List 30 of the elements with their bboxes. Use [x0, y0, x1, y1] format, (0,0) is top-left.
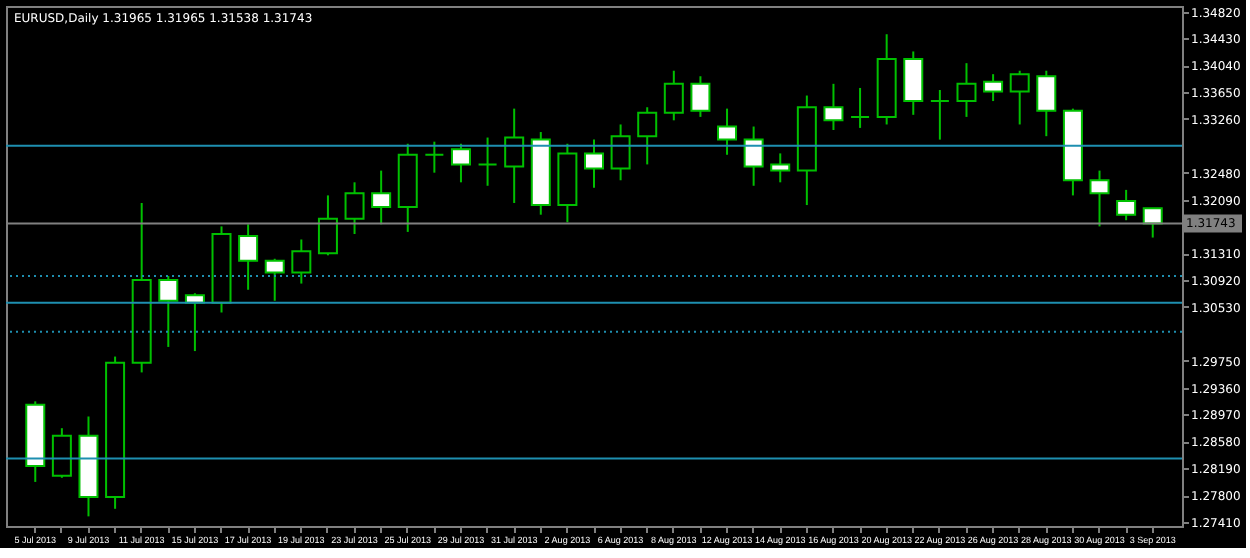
candlestick: [584, 138, 604, 189]
candlestick: [238, 223, 259, 291]
candlestick: [690, 75, 711, 118]
candlestick: [743, 125, 764, 187]
candlestick: [264, 257, 285, 302]
candlestick: [717, 107, 738, 156]
candlestick: [637, 106, 658, 166]
candlestick: [371, 169, 392, 226]
candlestick: [1009, 69, 1030, 126]
candlestick: [317, 194, 338, 257]
candlestick: [770, 152, 791, 184]
candlestick: [51, 427, 72, 479]
candlestick: [291, 238, 312, 285]
candlestick: [983, 73, 1004, 103]
candlestick: [1089, 169, 1110, 228]
candlestick: [823, 82, 844, 131]
candlestick: [158, 274, 179, 348]
candlestick: [424, 140, 445, 174]
candlestick: [504, 107, 525, 204]
candlestick: [610, 123, 631, 182]
candlestick: [450, 142, 471, 184]
candlestick: [956, 62, 977, 118]
candlestick: [663, 69, 684, 122]
candlestick: [1116, 188, 1137, 222]
candlestick: [903, 50, 924, 116]
candlestick: [477, 136, 498, 187]
candlestick: [850, 86, 871, 129]
candlestick: [929, 89, 950, 141]
candlestick: [1036, 69, 1057, 138]
candlestick: [344, 181, 365, 235]
